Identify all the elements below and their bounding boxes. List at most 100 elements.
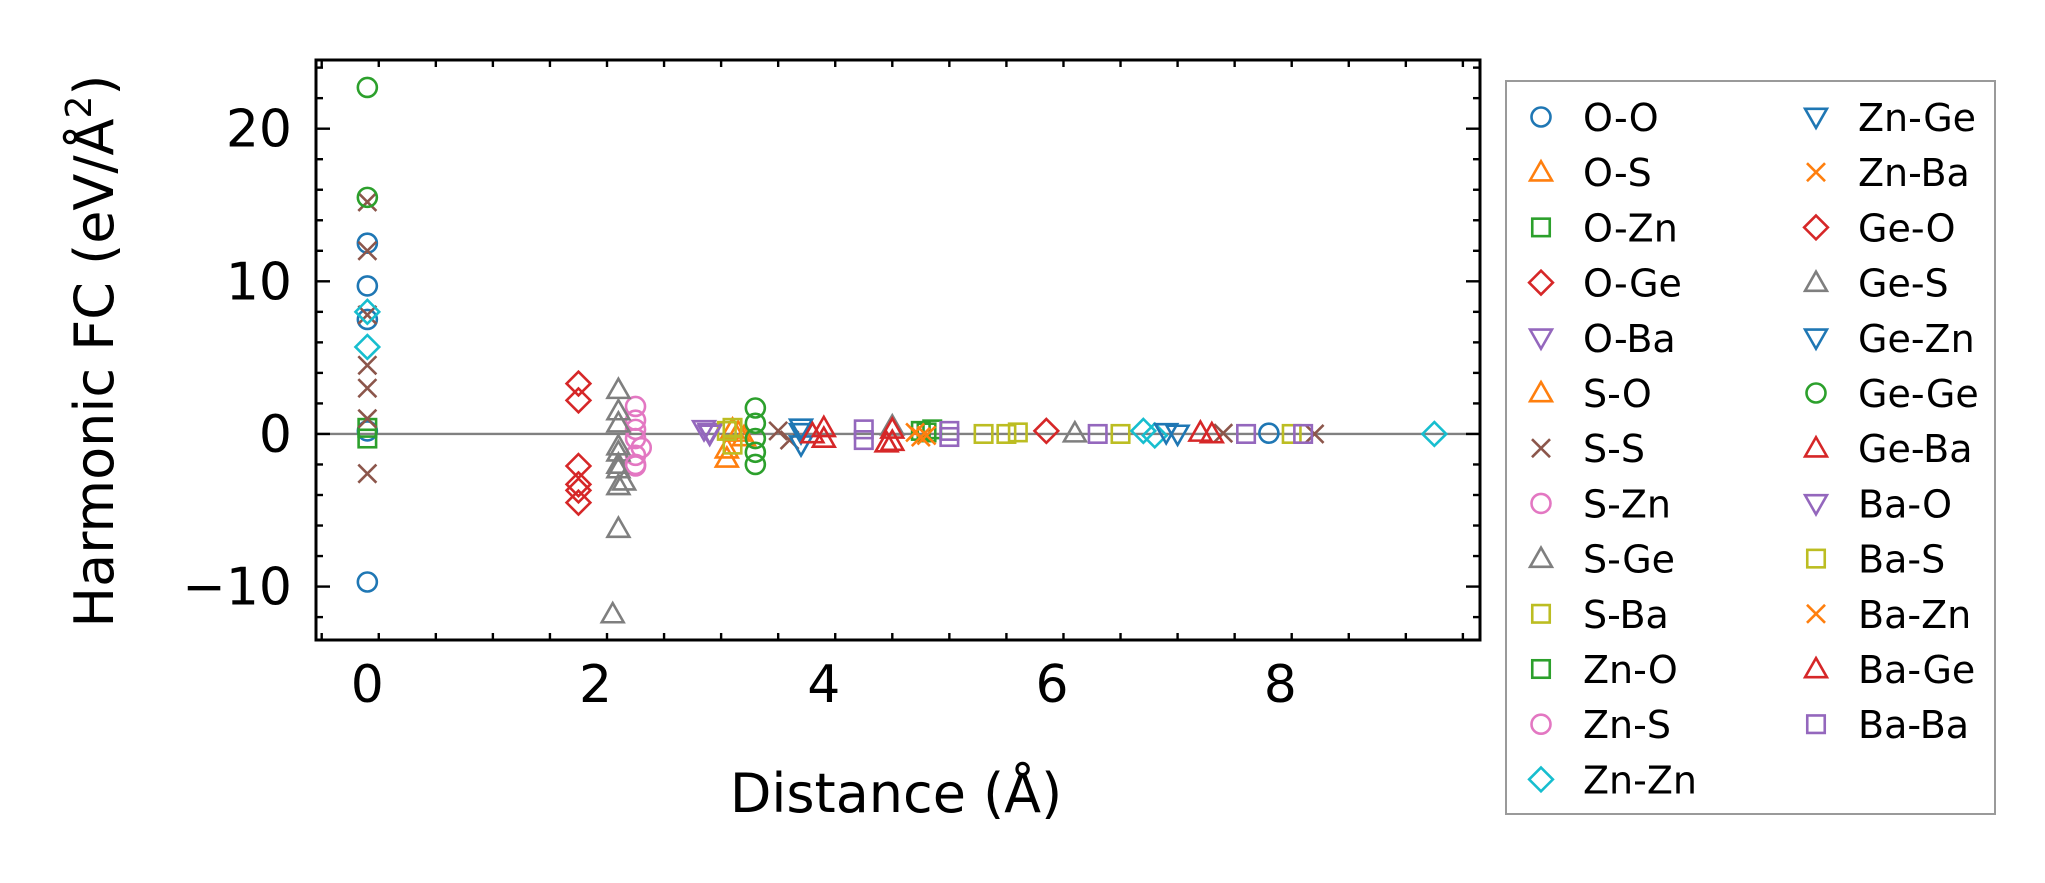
x-tick-label: 6 bbox=[1036, 655, 1069, 715]
legend-entry: Zn-Zn bbox=[1527, 758, 1697, 802]
data-point bbox=[1213, 423, 1234, 444]
legend-label: Ge-S bbox=[1858, 262, 1949, 306]
legend-marker bbox=[1531, 438, 1551, 459]
data-point bbox=[605, 409, 632, 433]
data-point bbox=[744, 427, 767, 450]
legend-marker bbox=[1527, 545, 1555, 569]
data-point bbox=[787, 435, 815, 459]
data-point bbox=[1007, 422, 1028, 443]
data-point bbox=[810, 414, 837, 438]
data-point bbox=[690, 419, 718, 443]
legend-label: Ba-Ba bbox=[1858, 703, 1969, 747]
legend-marker bbox=[1527, 328, 1555, 352]
data-point bbox=[939, 420, 960, 441]
series-Ba-Ba bbox=[853, 419, 1314, 451]
legend-marker bbox=[1802, 328, 1830, 352]
legend-entry: O-Ba bbox=[1527, 317, 1676, 361]
series-O-Zn bbox=[357, 417, 943, 443]
legend-marker bbox=[1806, 162, 1826, 183]
legend-marker bbox=[1527, 268, 1555, 297]
x-tick-label: 0 bbox=[351, 655, 384, 715]
data-point bbox=[722, 417, 743, 438]
legend-marker bbox=[1527, 158, 1555, 182]
y-tick-label: 10 bbox=[226, 252, 292, 312]
x-tick-label: 2 bbox=[579, 655, 612, 715]
data-point bbox=[1236, 423, 1257, 444]
series-Ba-S bbox=[722, 417, 1302, 444]
data-point bbox=[725, 418, 752, 442]
data-point bbox=[873, 429, 900, 453]
legend-entry: O-O bbox=[1530, 96, 1659, 140]
data-point bbox=[357, 378, 378, 399]
data-point bbox=[939, 426, 960, 448]
data-point bbox=[564, 476, 593, 505]
legend: O-O O-S O-Zn O-Ge O-Ba S-O S-S S-Zn S-Ge S-Ba Zn-O… bbox=[1505, 80, 1996, 815]
data-point bbox=[744, 412, 767, 435]
data-point bbox=[1164, 424, 1191, 448]
data-point bbox=[357, 192, 378, 212]
legend-entry: S-S bbox=[1531, 427, 1645, 471]
legend-label: Zn-Ge bbox=[1858, 96, 1976, 140]
axes: 0 2 4 6 8 −10 0 10 20 bbox=[182, 58, 1482, 715]
data-point bbox=[996, 423, 1017, 444]
legend-marker bbox=[1802, 493, 1830, 517]
legend-marker bbox=[1530, 106, 1552, 128]
series-Zn-S bbox=[624, 436, 653, 476]
data-point bbox=[879, 415, 906, 439]
legend-label: Zn-O bbox=[1583, 648, 1678, 692]
legend-marker bbox=[1806, 603, 1826, 624]
data-point bbox=[605, 455, 632, 479]
legend-marker bbox=[1805, 548, 1827, 569]
legend-marker bbox=[1802, 269, 1830, 293]
data-point bbox=[353, 333, 382, 361]
data-point bbox=[853, 430, 874, 451]
series-Ge-Ge bbox=[356, 76, 767, 476]
data-point bbox=[744, 441, 767, 464]
data-point bbox=[744, 397, 767, 419]
data-point bbox=[810, 424, 837, 449]
data-point bbox=[768, 420, 789, 441]
legend-label: S-Zn bbox=[1583, 482, 1671, 526]
series-Ge-S bbox=[605, 412, 906, 491]
y-tick-label: 0 bbox=[259, 405, 292, 465]
legend-marker bbox=[1530, 658, 1552, 680]
legend-entry: Zn-Ba bbox=[1806, 151, 1970, 195]
legend-marker bbox=[1527, 765, 1555, 794]
data-point bbox=[356, 275, 379, 297]
plot-frame bbox=[314, 58, 1482, 642]
data-point bbox=[564, 386, 593, 415]
legend-marker bbox=[1802, 655, 1830, 679]
series-O-Ge bbox=[564, 369, 1061, 445]
data-point bbox=[357, 240, 378, 261]
series-Ba-Zn bbox=[916, 425, 937, 446]
legend-label: O-S bbox=[1583, 151, 1652, 195]
data-point bbox=[605, 515, 632, 539]
data-point bbox=[356, 308, 379, 331]
series-Ba-O bbox=[696, 424, 723, 448]
data-point bbox=[624, 453, 647, 476]
data-point bbox=[1061, 419, 1089, 443]
data-point bbox=[1110, 423, 1131, 444]
legend-entry: Ge-Zn bbox=[1802, 317, 1975, 361]
data-point bbox=[356, 186, 379, 209]
series-S-S bbox=[357, 192, 1325, 484]
legend-label: Ba-Ge bbox=[1858, 648, 1975, 692]
data-point bbox=[879, 412, 906, 436]
plot-area bbox=[316, 76, 1480, 624]
series-Ge-O bbox=[564, 452, 593, 517]
legend-entry: O-Ge bbox=[1527, 262, 1682, 306]
y-axis-label: Harmonic FC (eV/Å2) bbox=[59, 75, 126, 628]
legend-label: Ge-Ba bbox=[1858, 427, 1973, 471]
data-point bbox=[1281, 423, 1302, 444]
data-point bbox=[799, 420, 826, 444]
data-point bbox=[713, 435, 740, 459]
legend-entry: Ge-O bbox=[1802, 206, 1956, 250]
legend-box bbox=[1505, 80, 1996, 815]
data-point bbox=[910, 427, 931, 447]
series-Ba-Ge bbox=[799, 420, 1225, 453]
legend-label: Ba-Zn bbox=[1858, 593, 1971, 637]
data-point bbox=[787, 418, 815, 442]
legend-label: S-S bbox=[1583, 427, 1645, 471]
data-point bbox=[1420, 420, 1449, 448]
legend-entry: S-Zn bbox=[1530, 482, 1671, 526]
